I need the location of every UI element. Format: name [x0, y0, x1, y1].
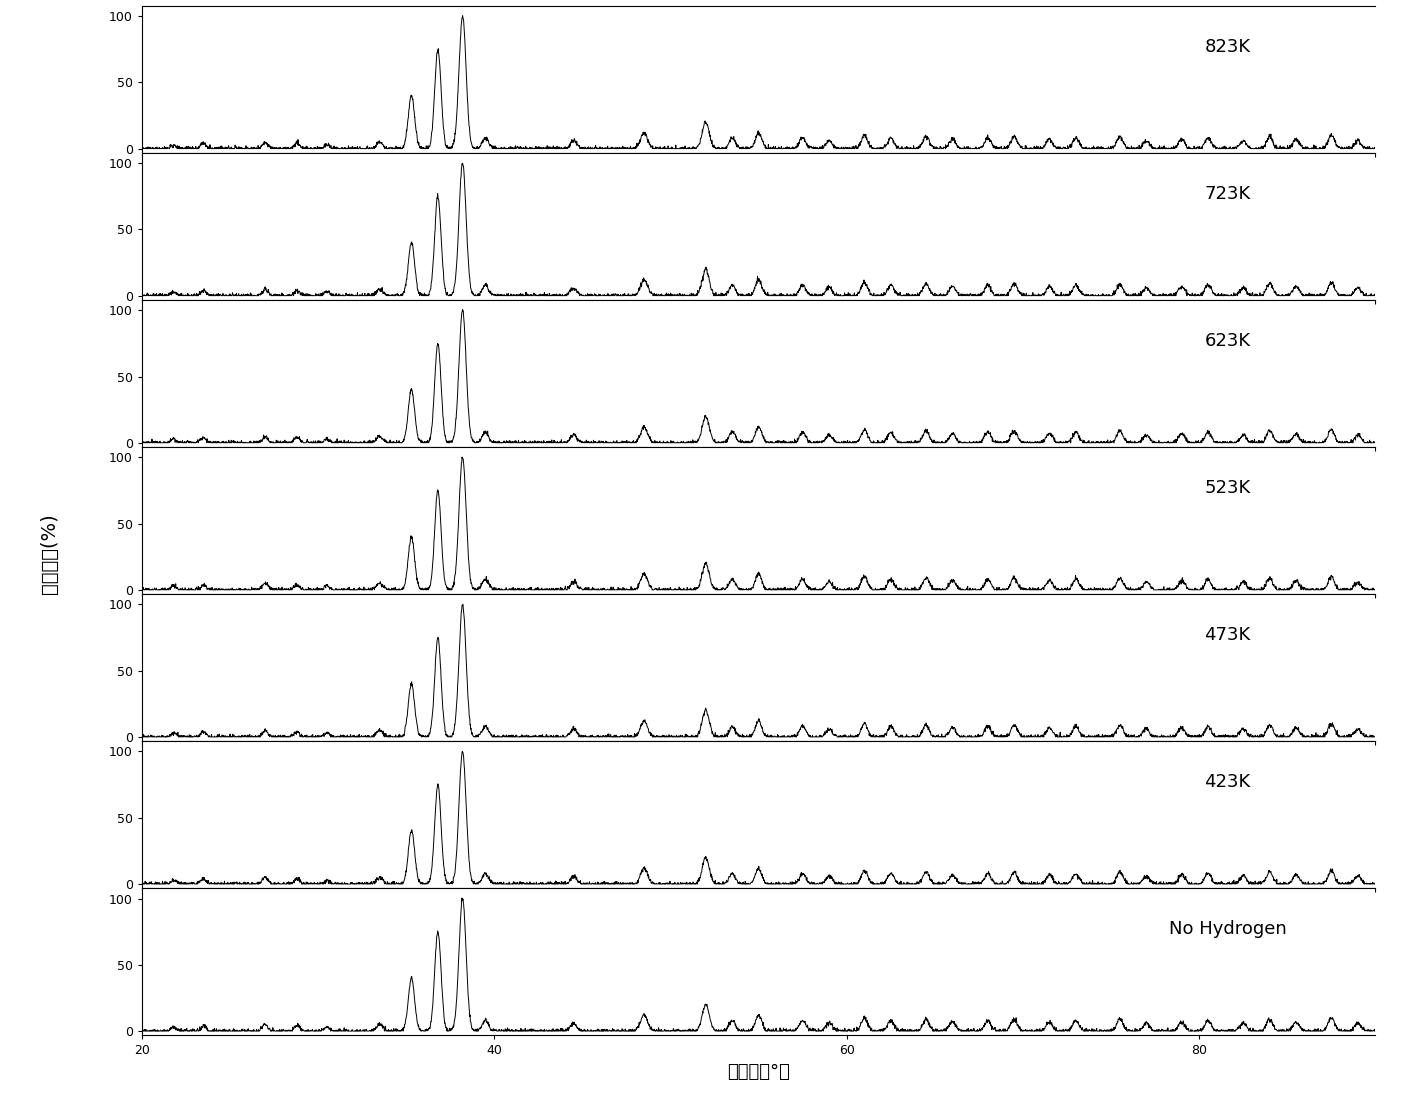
- Text: 823K: 823K: [1204, 38, 1251, 55]
- Text: 423K: 423K: [1204, 773, 1251, 792]
- Text: 473K: 473K: [1204, 625, 1251, 644]
- Text: No Hydrogen: No Hydrogen: [1168, 920, 1286, 938]
- X-axis label: 衍射角（°）: 衍射角（°）: [727, 1063, 790, 1080]
- Text: 523K: 523K: [1204, 479, 1251, 497]
- Text: 衍射强度(%): 衍射强度(%): [40, 514, 60, 593]
- Text: 723K: 723K: [1204, 185, 1251, 203]
- Text: 623K: 623K: [1204, 332, 1251, 350]
